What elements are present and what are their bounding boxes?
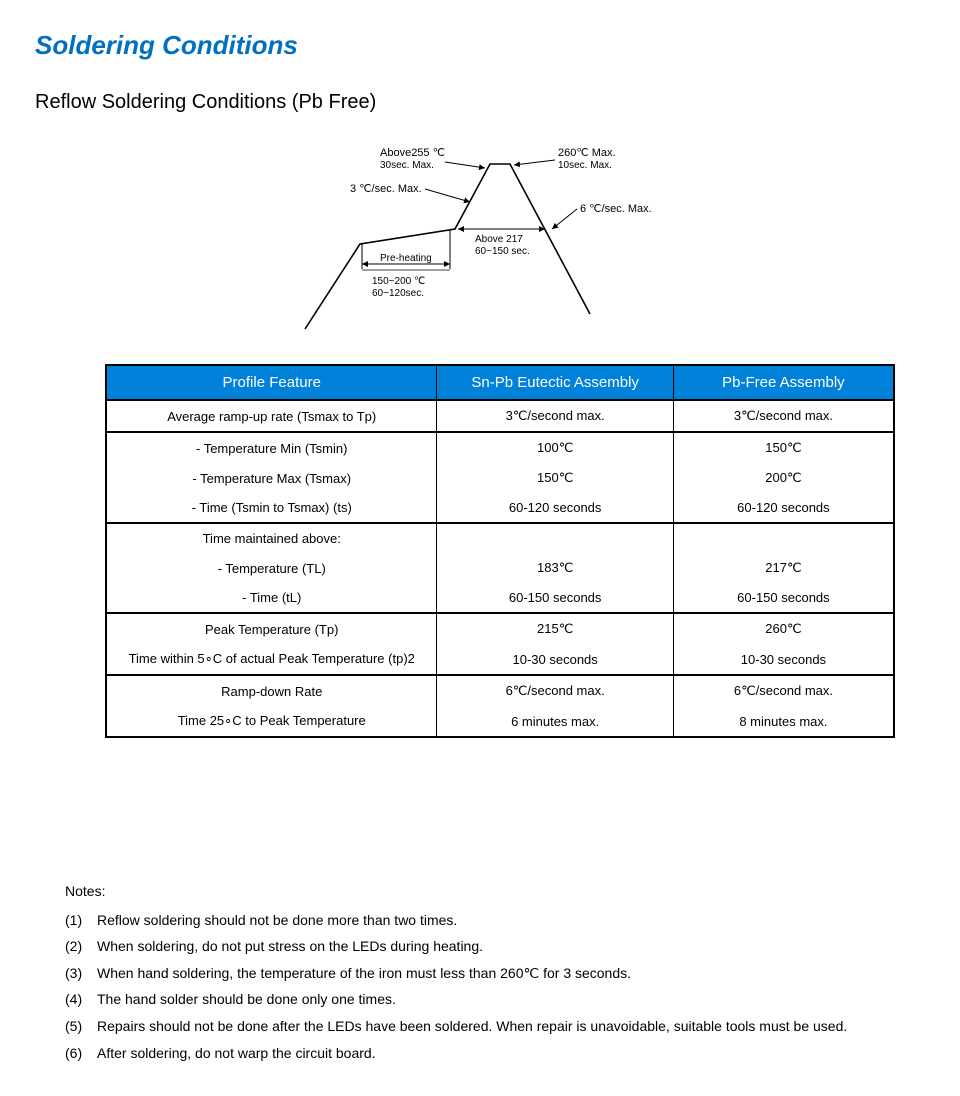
table-row: Average ramp-up rate (Tsmax to Tp)3℃/sec… [106,400,894,432]
table-cell: Time maintained above: [106,523,437,553]
note-item: (6)After soldering, do not warp the circ… [65,1040,925,1067]
note-number: (6) [65,1040,97,1067]
table-cell: - Temperature Max (Tsmax) [106,463,437,493]
note-text: When soldering, do not put stress on the… [97,933,925,960]
table-cell: Peak Temperature (Tp) [106,613,437,644]
table-cell: 3℃/second max. [437,400,673,432]
label-peak-right-2: 10sec. Max. [558,160,612,171]
table-cell: 150℃ [673,432,894,463]
table-cell: 60-120 seconds [673,493,894,523]
table-cell: 10-30 seconds [673,644,894,675]
note-text: The hand solder should be done only one … [97,986,925,1013]
note-text: When hand soldering, the temperature of … [97,960,925,987]
page-title: Soldering Conditions [35,30,925,61]
note-item: (4)The hand solder should be done only o… [65,986,925,1013]
table-cell: Average ramp-up rate (Tsmax to Tp) [106,400,437,432]
label-ramp-up: 3 ℃/sec. Max. [350,183,422,195]
table-cell: 10-30 seconds [437,644,673,675]
table-row: - Temperature Min (Tsmin)100℃150℃ [106,432,894,463]
table-cell: 183℃ [437,553,673,583]
col-header-snpb: Sn-Pb Eutectic Assembly [437,365,673,400]
table-row: Ramp-down Rate6℃/second max.6℃/second ma… [106,675,894,706]
notes-heading: Notes: [65,878,925,905]
table-row: - Time (tL)60-150 seconds60-150 seconds [106,583,894,613]
note-number: (2) [65,933,97,960]
label-preheat-temp: 150~200 ℃ [372,276,425,287]
col-header-pbfree: Pb-Free Assembly [673,365,894,400]
table-cell: - Time (Tsmin to Tsmax) (ts) [106,493,437,523]
table-cell: 150℃ [437,463,673,493]
label-peak-right: 260℃ Max. [558,147,616,159]
table-cell [673,523,894,553]
table-cell: - Temperature Min (Tsmin) [106,432,437,463]
profile-table: Profile Feature Sn-Pb Eutectic Assembly … [105,364,895,738]
note-number: (3) [65,960,97,987]
note-number: (4) [65,986,97,1013]
label-preheat: Pre-heating [380,253,432,264]
table-cell [437,523,673,553]
label-peak-left-2: 30sec. Max. [380,160,434,171]
table-cell: Time 25∘C to Peak Temperature [106,706,437,737]
table-cell: 6℃/second max. [673,675,894,706]
note-item: (2)When soldering, do not put stress on … [65,933,925,960]
note-text: Repairs should not be done after the LED… [97,1013,925,1040]
table-cell: 6 minutes max. [437,706,673,737]
table-cell: 200℃ [673,463,894,493]
table-row: - Temperature (TL)183℃217℃ [106,553,894,583]
table-cell: 215℃ [437,613,673,644]
table-row: - Time (Tsmin to Tsmax) (ts)60-120 secon… [106,493,894,523]
label-ramp-down: 6 ℃/sec. Max. [580,203,652,215]
table-cell: 100℃ [437,432,673,463]
table-cell: 60-150 seconds [673,583,894,613]
table-cell: - Time (tL) [106,583,437,613]
table-cell: - Temperature (TL) [106,553,437,583]
label-above217: Above 217 [475,234,523,245]
table-cell: 217℃ [673,553,894,583]
note-number: (1) [65,907,97,934]
table-cell: 6℃/second max. [437,675,673,706]
note-item: (5)Repairs should not be done after the … [65,1013,925,1040]
label-preheat-time: 60~120sec. [372,288,424,299]
table-cell: Time within 5∘C of actual Peak Temperatu… [106,644,437,675]
note-number: (5) [65,1013,97,1040]
table-row: - Temperature Max (Tsmax)150℃200℃ [106,463,894,493]
table-row: Time 25∘C to Peak Temperature6 minutes m… [106,706,894,737]
table-cell: 3℃/second max. [673,400,894,432]
note-item: (3)When hand soldering, the temperature … [65,960,925,987]
note-text: After soldering, do not warp the circuit… [97,1040,925,1067]
note-item: (1)Reflow soldering should not be done m… [65,907,925,934]
table-cell: Ramp-down Rate [106,675,437,706]
table-cell: 60-120 seconds [437,493,673,523]
label-peak-left: Above255 ℃ [380,147,445,159]
table-header-row: Profile Feature Sn-Pb Eutectic Assembly … [106,365,894,400]
table-row: Peak Temperature (Tp)215℃260℃ [106,613,894,644]
col-header-feature: Profile Feature [106,365,437,400]
table-cell: 8 minutes max. [673,706,894,737]
label-above217-time: 60~150 sec. [475,246,530,257]
table-row: Time within 5∘C of actual Peak Temperatu… [106,644,894,675]
note-text: Reflow soldering should not be done more… [97,907,925,934]
reflow-profile-diagram: Above255 ℃ 30sec. Max. 260℃ Max. 10sec. … [35,134,925,339]
page-subtitle: Reflow Soldering Conditions (Pb Free) [35,91,925,114]
table-cell: 260℃ [673,613,894,644]
notes-section: Notes: (1)Reflow soldering should not be… [35,878,925,1066]
table-cell: 60-150 seconds [437,583,673,613]
table-row: Time maintained above: [106,523,894,553]
